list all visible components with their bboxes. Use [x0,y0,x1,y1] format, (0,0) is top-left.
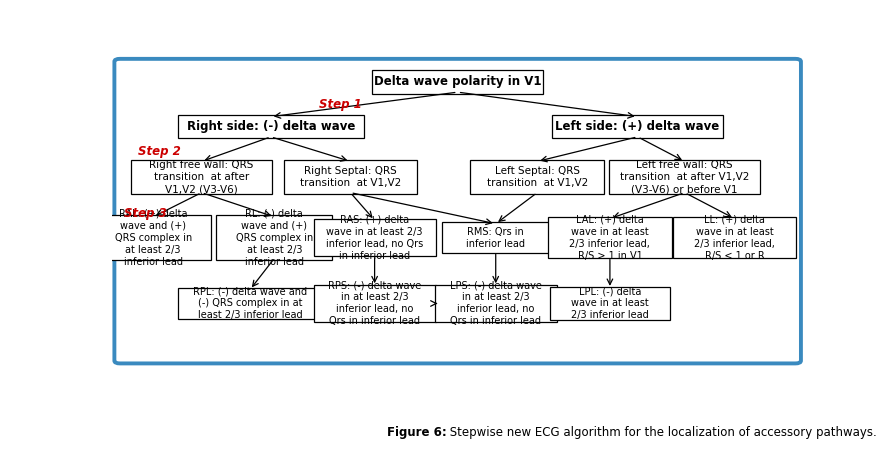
Text: Delta wave polarity in V1: Delta wave polarity in V1 [374,75,541,88]
FancyBboxPatch shape [216,216,332,260]
Text: RMS: Qrs in
inferior lead: RMS: Qrs in inferior lead [466,227,525,249]
Text: RAS: (+) delta
wave in at least 2/3
inferior lead, no Qrs
in inferior lead: RAS: (+) delta wave in at least 2/3 infe… [326,215,423,261]
FancyBboxPatch shape [435,285,556,322]
Text: LL: (+) delta
wave in at least
2/3 inferior lead,
R/S < 1 or R: LL: (+) delta wave in at least 2/3 infer… [694,215,775,261]
FancyBboxPatch shape [548,217,672,258]
FancyBboxPatch shape [442,222,550,253]
Text: Left side: (+) delta wave: Left side: (+) delta wave [555,120,720,133]
FancyBboxPatch shape [550,288,670,320]
Text: Left Septal: QRS
transition  at V1,V2: Left Septal: QRS transition at V1,V2 [487,166,588,188]
Text: Step 2: Step 2 [138,145,180,158]
Text: Figure 6:: Figure 6: [387,427,446,439]
Text: Right side: (-) delta wave: Right side: (-) delta wave [187,120,355,133]
Text: RPL: (-) delta wave and
(-) QRS complex in at
least 2/3 inferior lead: RPL: (-) delta wave and (-) QRS complex … [193,287,307,320]
FancyBboxPatch shape [552,115,723,138]
Text: LPS: (-) delta wave
in at least 2/3
inferior lead, no
Qrs in inferior lead: LPS: (-) delta wave in at least 2/3 infe… [450,280,542,327]
Text: Step 3: Step 3 [124,207,167,220]
FancyBboxPatch shape [114,59,801,364]
Text: Right Septal: QRS
transition  at V1,V2: Right Septal: QRS transition at V1,V2 [300,166,401,188]
Text: Stepwise new ECG algorithm for the localization of accessory pathways.: Stepwise new ECG algorithm for the local… [446,427,877,439]
FancyBboxPatch shape [131,160,271,194]
FancyBboxPatch shape [313,285,436,322]
Text: RAL: (+) delta
wave and (+)
QRS complex in
at least 2/3
inferior lead: RAL: (+) delta wave and (+) QRS complex … [114,209,192,267]
FancyBboxPatch shape [673,217,796,258]
FancyBboxPatch shape [313,219,436,256]
Text: Right free wall: QRS
transition  at after
V1,V2 (V3-V6): Right free wall: QRS transition at after… [149,160,254,194]
FancyBboxPatch shape [609,160,760,194]
FancyBboxPatch shape [178,288,322,319]
Text: LAL: (+) delta
wave in at least
2/3 inferior lead,
R/S > 1 in V1: LAL: (+) delta wave in at least 2/3 infe… [570,215,650,261]
Text: RL: (-) delta
wave and (+)
QRS complex in
at least 2/3
inferior lead: RL: (-) delta wave and (+) QRS complex i… [236,209,313,267]
FancyBboxPatch shape [178,115,363,138]
Text: RPS: (-) delta wave
in at least 2/3
inferior lead, no
Qrs in inferior lead: RPS: (-) delta wave in at least 2/3 infe… [328,280,421,327]
Text: LPL: (-) delta
wave in at least
2/3 inferior lead: LPL: (-) delta wave in at least 2/3 infe… [571,287,649,320]
Text: Step 1: Step 1 [320,99,362,112]
FancyBboxPatch shape [95,216,212,260]
FancyBboxPatch shape [371,70,544,94]
Text: Left free wall: QRS
transition  at after V1,V2
(V3-V6) or before V1: Left free wall: QRS transition at after … [620,160,749,194]
FancyBboxPatch shape [471,160,604,194]
FancyBboxPatch shape [284,160,417,194]
